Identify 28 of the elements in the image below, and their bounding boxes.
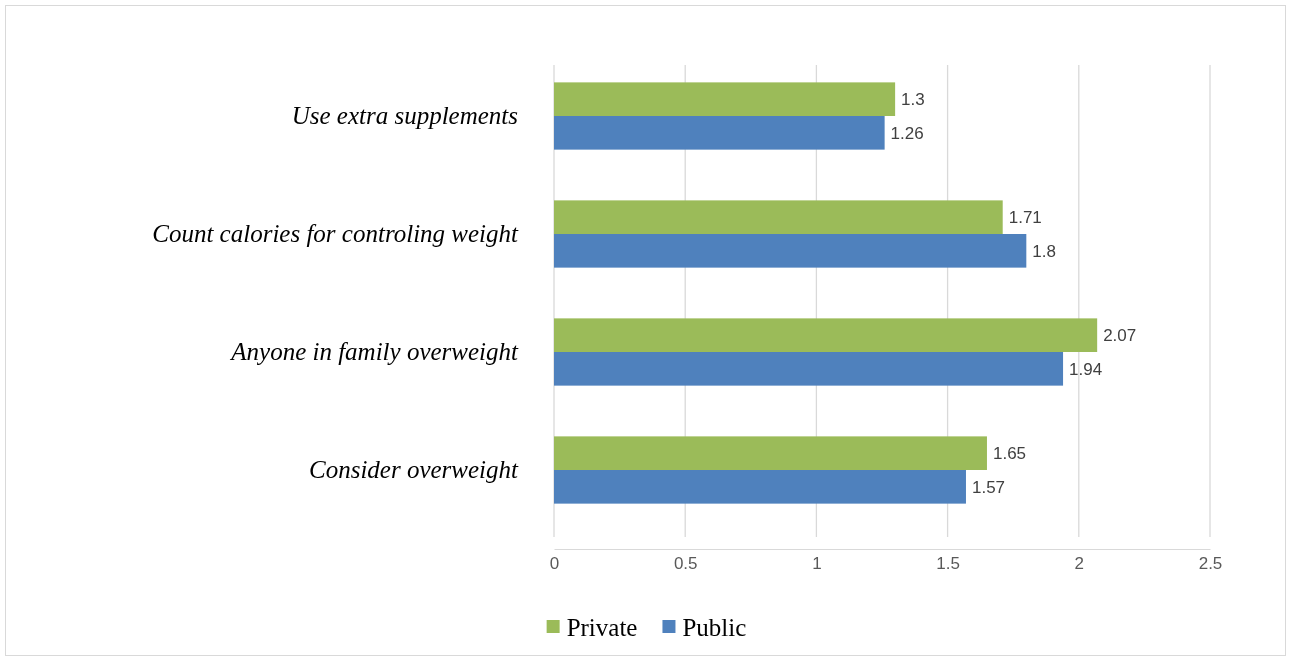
- legend-label: Public: [682, 613, 747, 641]
- legend-label: Private: [566, 613, 638, 641]
- x-tick-label: 1: [812, 554, 822, 574]
- y-tick-label: Count calories for controling weight: [152, 220, 520, 247]
- bar: [554, 470, 966, 504]
- data-label: 1.65: [992, 444, 1027, 464]
- bar: [554, 352, 1064, 386]
- bar: [554, 436, 987, 470]
- data-label: 1.71: [1008, 208, 1042, 228]
- bar: [554, 234, 1027, 268]
- bar: [554, 200, 1003, 234]
- data-label: 1.26: [890, 123, 924, 143]
- x-tick-label: 2.5: [1198, 554, 1223, 574]
- data-label: 1.57: [971, 477, 1006, 497]
- bar: [554, 318, 1098, 352]
- data-label: 2.07: [1103, 326, 1137, 346]
- data-label: 1.94: [1069, 359, 1103, 379]
- x-tick-label: 0: [549, 554, 560, 574]
- y-tick-label: Anyone in family overweight: [229, 338, 520, 365]
- bar: [554, 82, 896, 116]
- y-tick-label: Consider overweight: [308, 456, 520, 483]
- data-label: 1.8: [1032, 241, 1056, 261]
- data-label: 1.3: [901, 90, 925, 110]
- bar: [554, 116, 885, 150]
- x-tick-label: 2: [1074, 554, 1085, 574]
- x-tick-label: 1.5: [936, 554, 960, 574]
- x-tick-label: 0.5: [673, 554, 698, 574]
- y-tick-label: Use extra supplements: [291, 102, 518, 129]
